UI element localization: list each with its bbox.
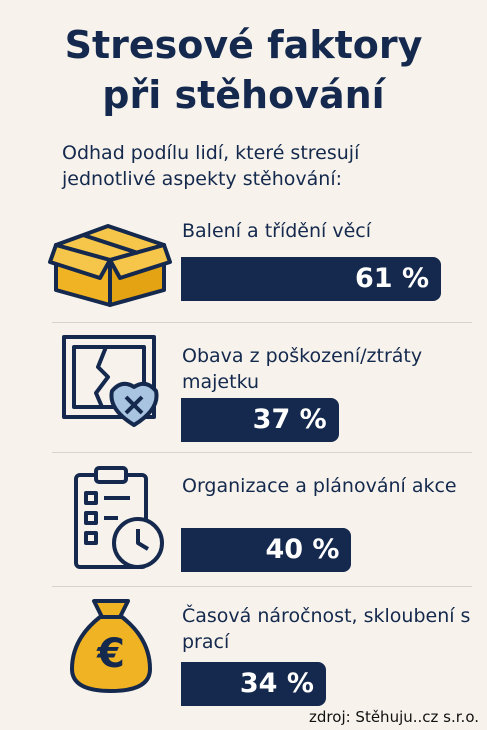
bar: 40 % xyxy=(181,528,352,572)
planning-icon xyxy=(74,466,164,569)
category-label: Obava z poškození/ztráty majetku xyxy=(182,345,423,393)
bar: 37 % xyxy=(181,398,339,442)
separator xyxy=(52,452,472,453)
category-label: Balení a třídění věcí xyxy=(182,220,371,242)
source: zdroj: Stěhuju..cz s.r.o. xyxy=(309,708,479,726)
title: Stresové faktory při stěhování xyxy=(64,23,423,117)
row: Balení a třídění věcí 61 % xyxy=(0,210,487,340)
damage-icon xyxy=(62,335,159,427)
svg-text:€: € xyxy=(96,631,125,677)
bar: 61 % xyxy=(181,257,441,301)
category-label: Organizace a plánování akce xyxy=(182,475,457,497)
separator xyxy=(52,322,472,323)
category-label: Časová náročnost, skloubení s prací xyxy=(182,605,471,653)
value-label: 34 % xyxy=(239,668,314,699)
value-label: 61 % xyxy=(354,263,429,294)
box-icon xyxy=(48,224,172,307)
subtitle: Odhad podílu lidí, které stresují jednot… xyxy=(62,142,360,190)
separator xyxy=(52,586,472,587)
row: € Časová náročnost, skloubení s prací 34… xyxy=(0,595,487,725)
value-label: 40 % xyxy=(265,534,340,565)
bar: 34 % xyxy=(181,662,326,706)
value-label: 37 % xyxy=(252,404,327,435)
row: Obava z poškození/ztráty majetku 37 % xyxy=(0,335,487,465)
row: Organizace a plánování akce 40 % xyxy=(0,465,487,595)
money-icon: € xyxy=(70,599,152,693)
